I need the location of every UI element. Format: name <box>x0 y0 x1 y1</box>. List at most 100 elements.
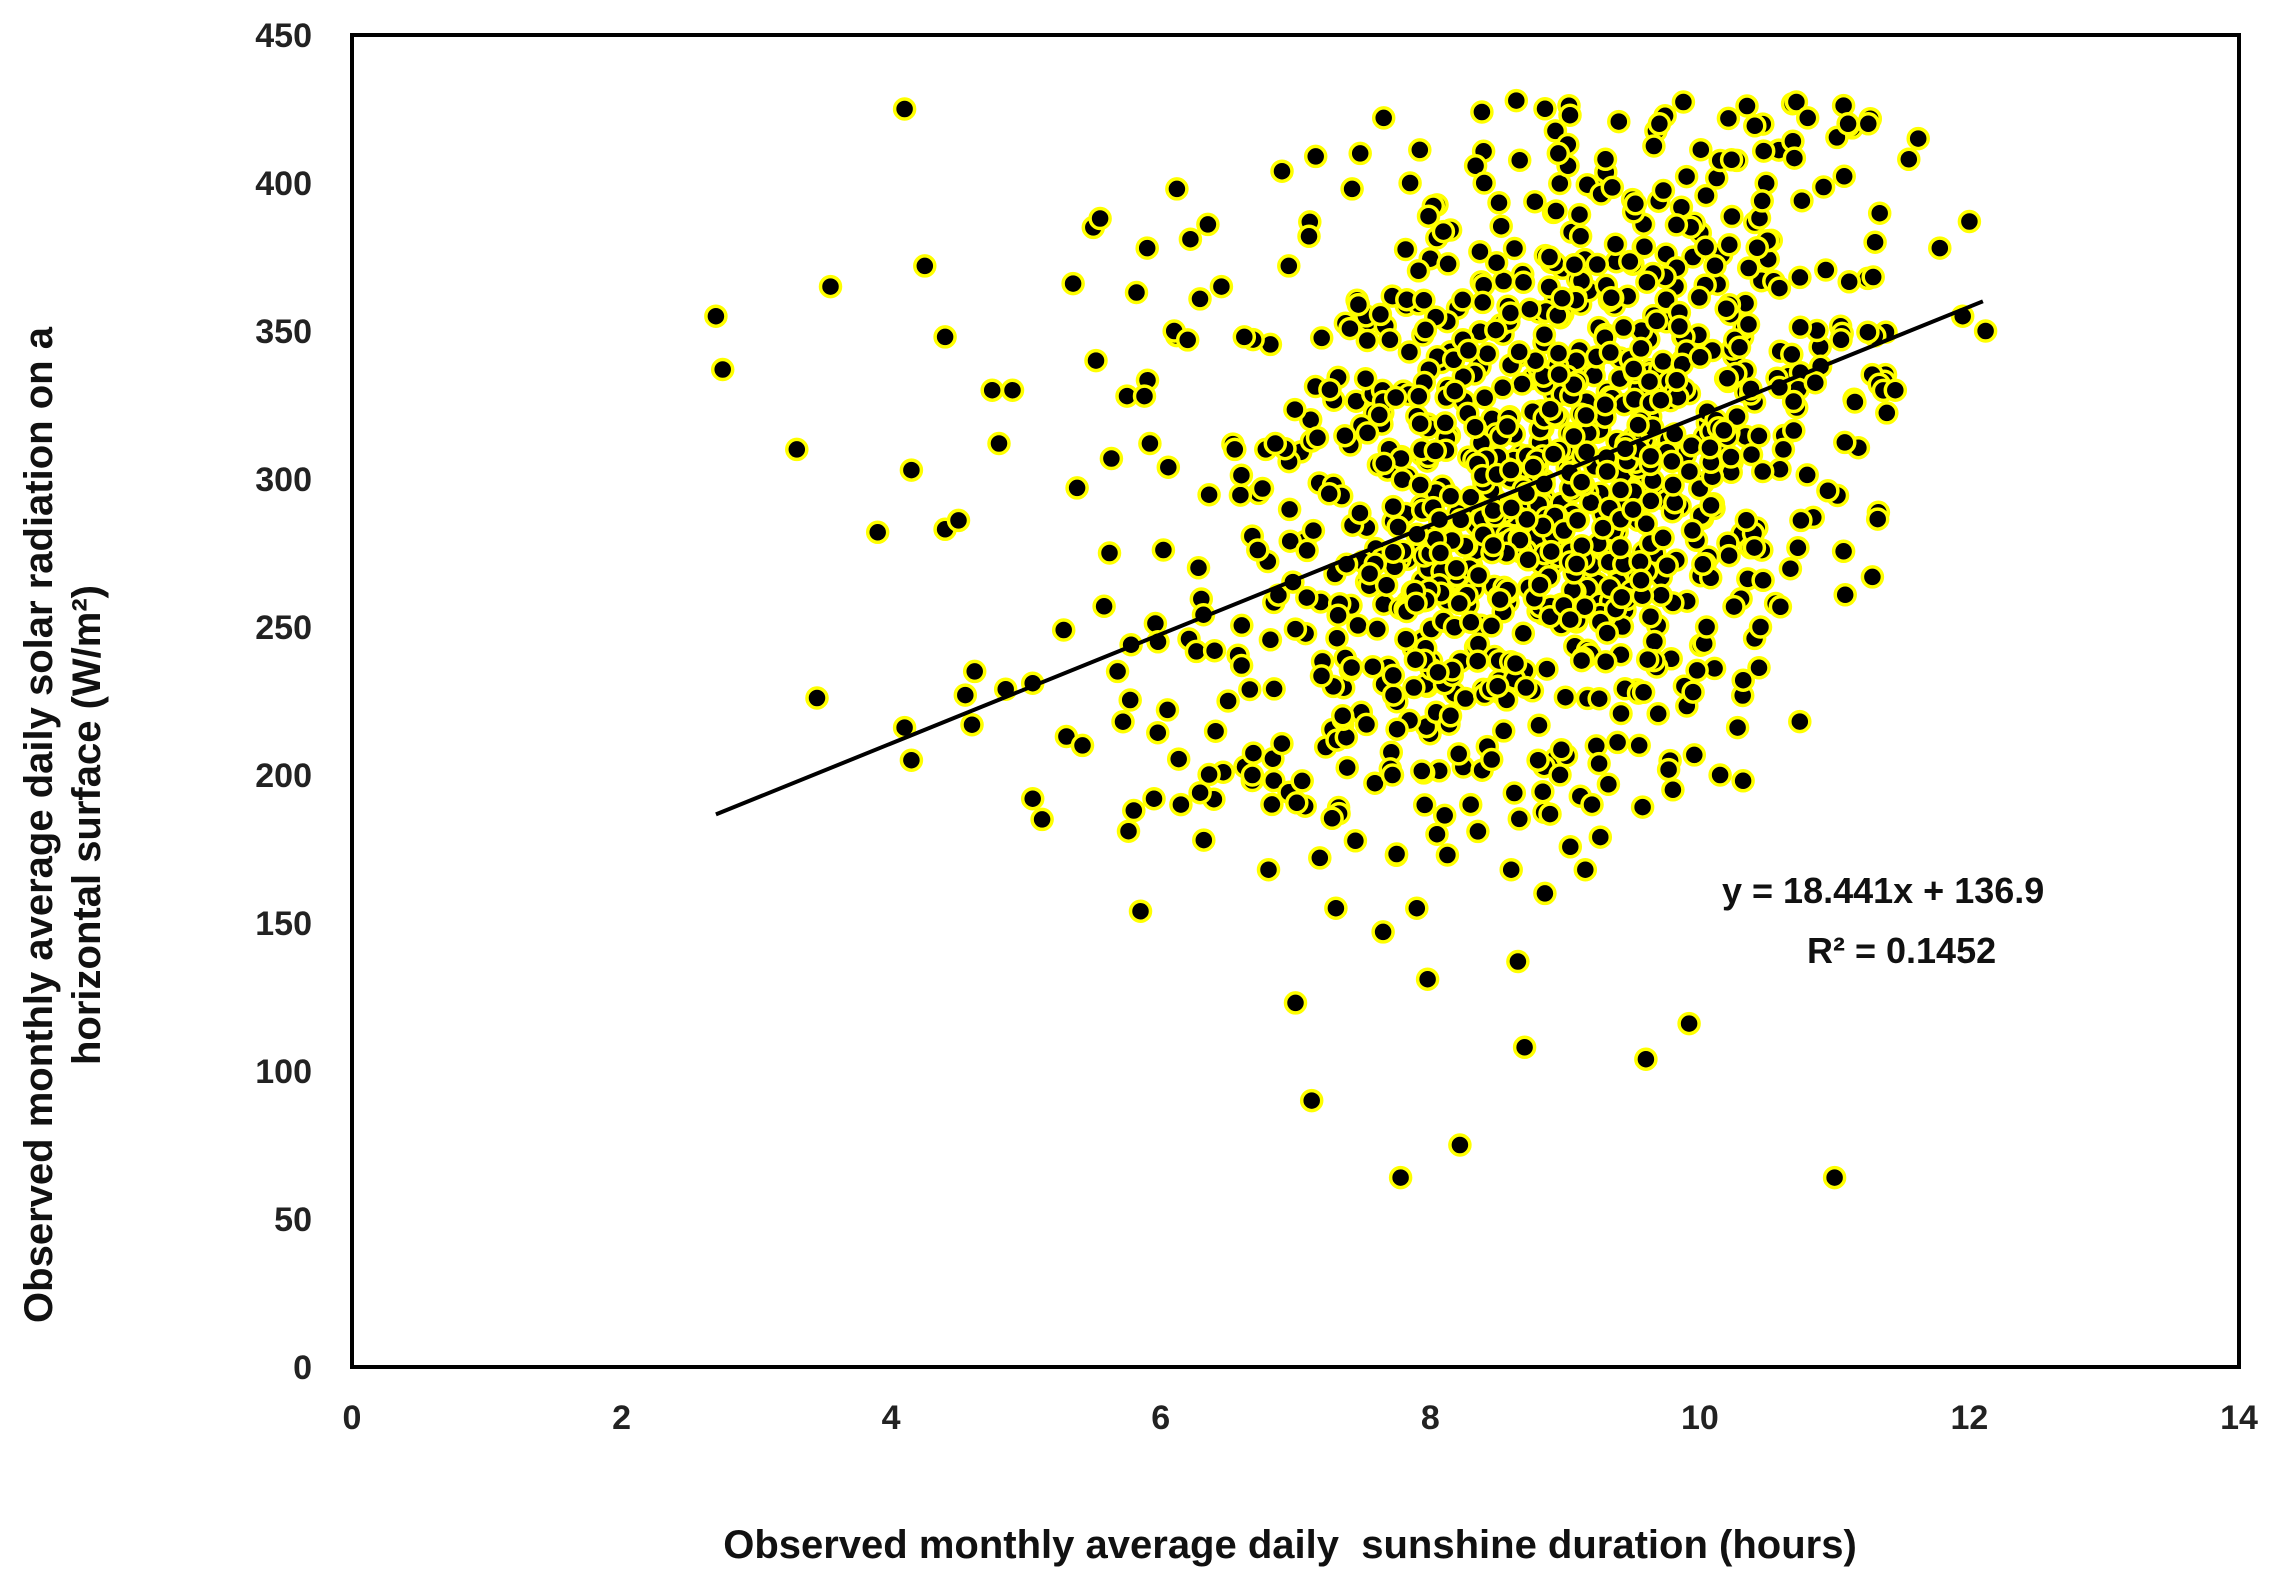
data-point <box>1837 270 1861 294</box>
data-point <box>1456 338 1481 363</box>
data-point <box>1402 675 1426 700</box>
data-point <box>1598 340 1623 365</box>
data-point <box>1426 660 1450 685</box>
data-point <box>1788 315 1813 340</box>
data-point <box>1415 967 1440 991</box>
y-tick-label: 450 <box>255 17 312 55</box>
data-point <box>1897 147 1921 172</box>
data-point <box>1689 137 1713 162</box>
data-point <box>1156 455 1181 479</box>
data-point <box>1020 786 1045 811</box>
data-point <box>1262 677 1286 701</box>
data-point <box>1138 431 1162 456</box>
data-point <box>1734 508 1759 533</box>
data-point <box>1277 254 1301 278</box>
data-point <box>1863 230 1887 254</box>
data-point <box>1693 235 1718 259</box>
data-point <box>1608 535 1633 560</box>
data-point <box>1343 829 1368 853</box>
data-point <box>805 686 829 710</box>
data-point <box>1795 106 1820 130</box>
data-point <box>1438 484 1463 509</box>
data-point <box>1240 763 1265 787</box>
data-point <box>1587 686 1611 711</box>
data-point <box>1309 664 1334 688</box>
data-point <box>1558 607 1582 632</box>
data-point <box>1580 792 1604 817</box>
data-point <box>1295 538 1319 563</box>
data-point <box>1521 455 1545 479</box>
data-point <box>980 378 1004 402</box>
data-point <box>1484 318 1508 342</box>
data-point <box>1593 147 1618 172</box>
data-point <box>1538 802 1562 826</box>
data-point <box>1317 482 1341 506</box>
data-point <box>1638 444 1663 469</box>
data-point <box>1833 583 1857 607</box>
data-point <box>1685 658 1709 683</box>
data-point <box>1372 451 1396 476</box>
data-point <box>1504 88 1529 113</box>
y-axis-title: Observed monthly average daily solar rad… <box>17 326 109 1323</box>
data-point <box>1305 426 1330 450</box>
data-point <box>1647 112 1672 136</box>
data-point <box>1699 493 1723 518</box>
data-point <box>1484 250 1509 275</box>
data-point <box>1573 857 1598 882</box>
data-point <box>1569 648 1594 673</box>
data-point <box>1335 755 1359 780</box>
data-point <box>1638 604 1663 629</box>
data-point <box>1538 397 1562 421</box>
data-point <box>1596 772 1621 797</box>
data-point <box>899 748 924 772</box>
data-point <box>1803 370 1828 395</box>
data-point <box>1412 288 1436 313</box>
data-point <box>1485 674 1510 698</box>
data-point <box>1367 403 1392 427</box>
data-point <box>1674 164 1699 189</box>
data-point <box>1405 896 1429 920</box>
data-point <box>1051 618 1076 642</box>
plot-area-frame <box>350 33 2241 1369</box>
x-tick-label: 12 <box>1951 1399 1989 1437</box>
data-point <box>704 304 728 328</box>
data-point <box>1546 141 1571 166</box>
data-point <box>1481 533 1506 558</box>
trendline-equation: y = 18.441x + 136.9 <box>1722 870 2044 911</box>
data-point <box>1928 236 1952 260</box>
y-axis-title-line-1: Observed monthly average daily solar rad… <box>17 326 61 1323</box>
data-point <box>913 254 937 278</box>
data-point <box>1593 392 1617 417</box>
data-point <box>1303 144 1328 169</box>
data-point <box>1549 738 1574 762</box>
data-point <box>1118 688 1142 712</box>
data-point <box>1687 285 1712 310</box>
data-point <box>1717 543 1741 568</box>
data-point <box>1553 685 1578 709</box>
data-point <box>1677 1011 1701 1036</box>
x-tick-label: 4 <box>882 1399 901 1437</box>
data-point <box>1385 717 1409 741</box>
data-point <box>1516 548 1540 572</box>
data-point <box>1750 459 1775 484</box>
data-point <box>1546 341 1571 366</box>
data-point <box>1603 232 1628 256</box>
data-point <box>1324 896 1348 920</box>
y-axis-ticks: 0 50 100 150 200 250 300 350 400 450 <box>255 17 312 1387</box>
data-point <box>1135 236 1159 260</box>
data-point <box>1671 90 1696 114</box>
data-point <box>1357 561 1382 586</box>
y-tick-label: 200 <box>255 757 312 795</box>
data-point <box>1865 507 1890 531</box>
data-point <box>1371 920 1395 944</box>
data-point <box>1453 686 1478 711</box>
data-point <box>1568 224 1593 249</box>
data-point <box>1408 411 1432 436</box>
data-point <box>1124 280 1149 305</box>
data-point <box>1188 287 1212 311</box>
data-point <box>1186 556 1211 580</box>
data-point <box>1591 516 1615 540</box>
data-point <box>1472 171 1496 195</box>
data-point <box>1459 610 1483 635</box>
